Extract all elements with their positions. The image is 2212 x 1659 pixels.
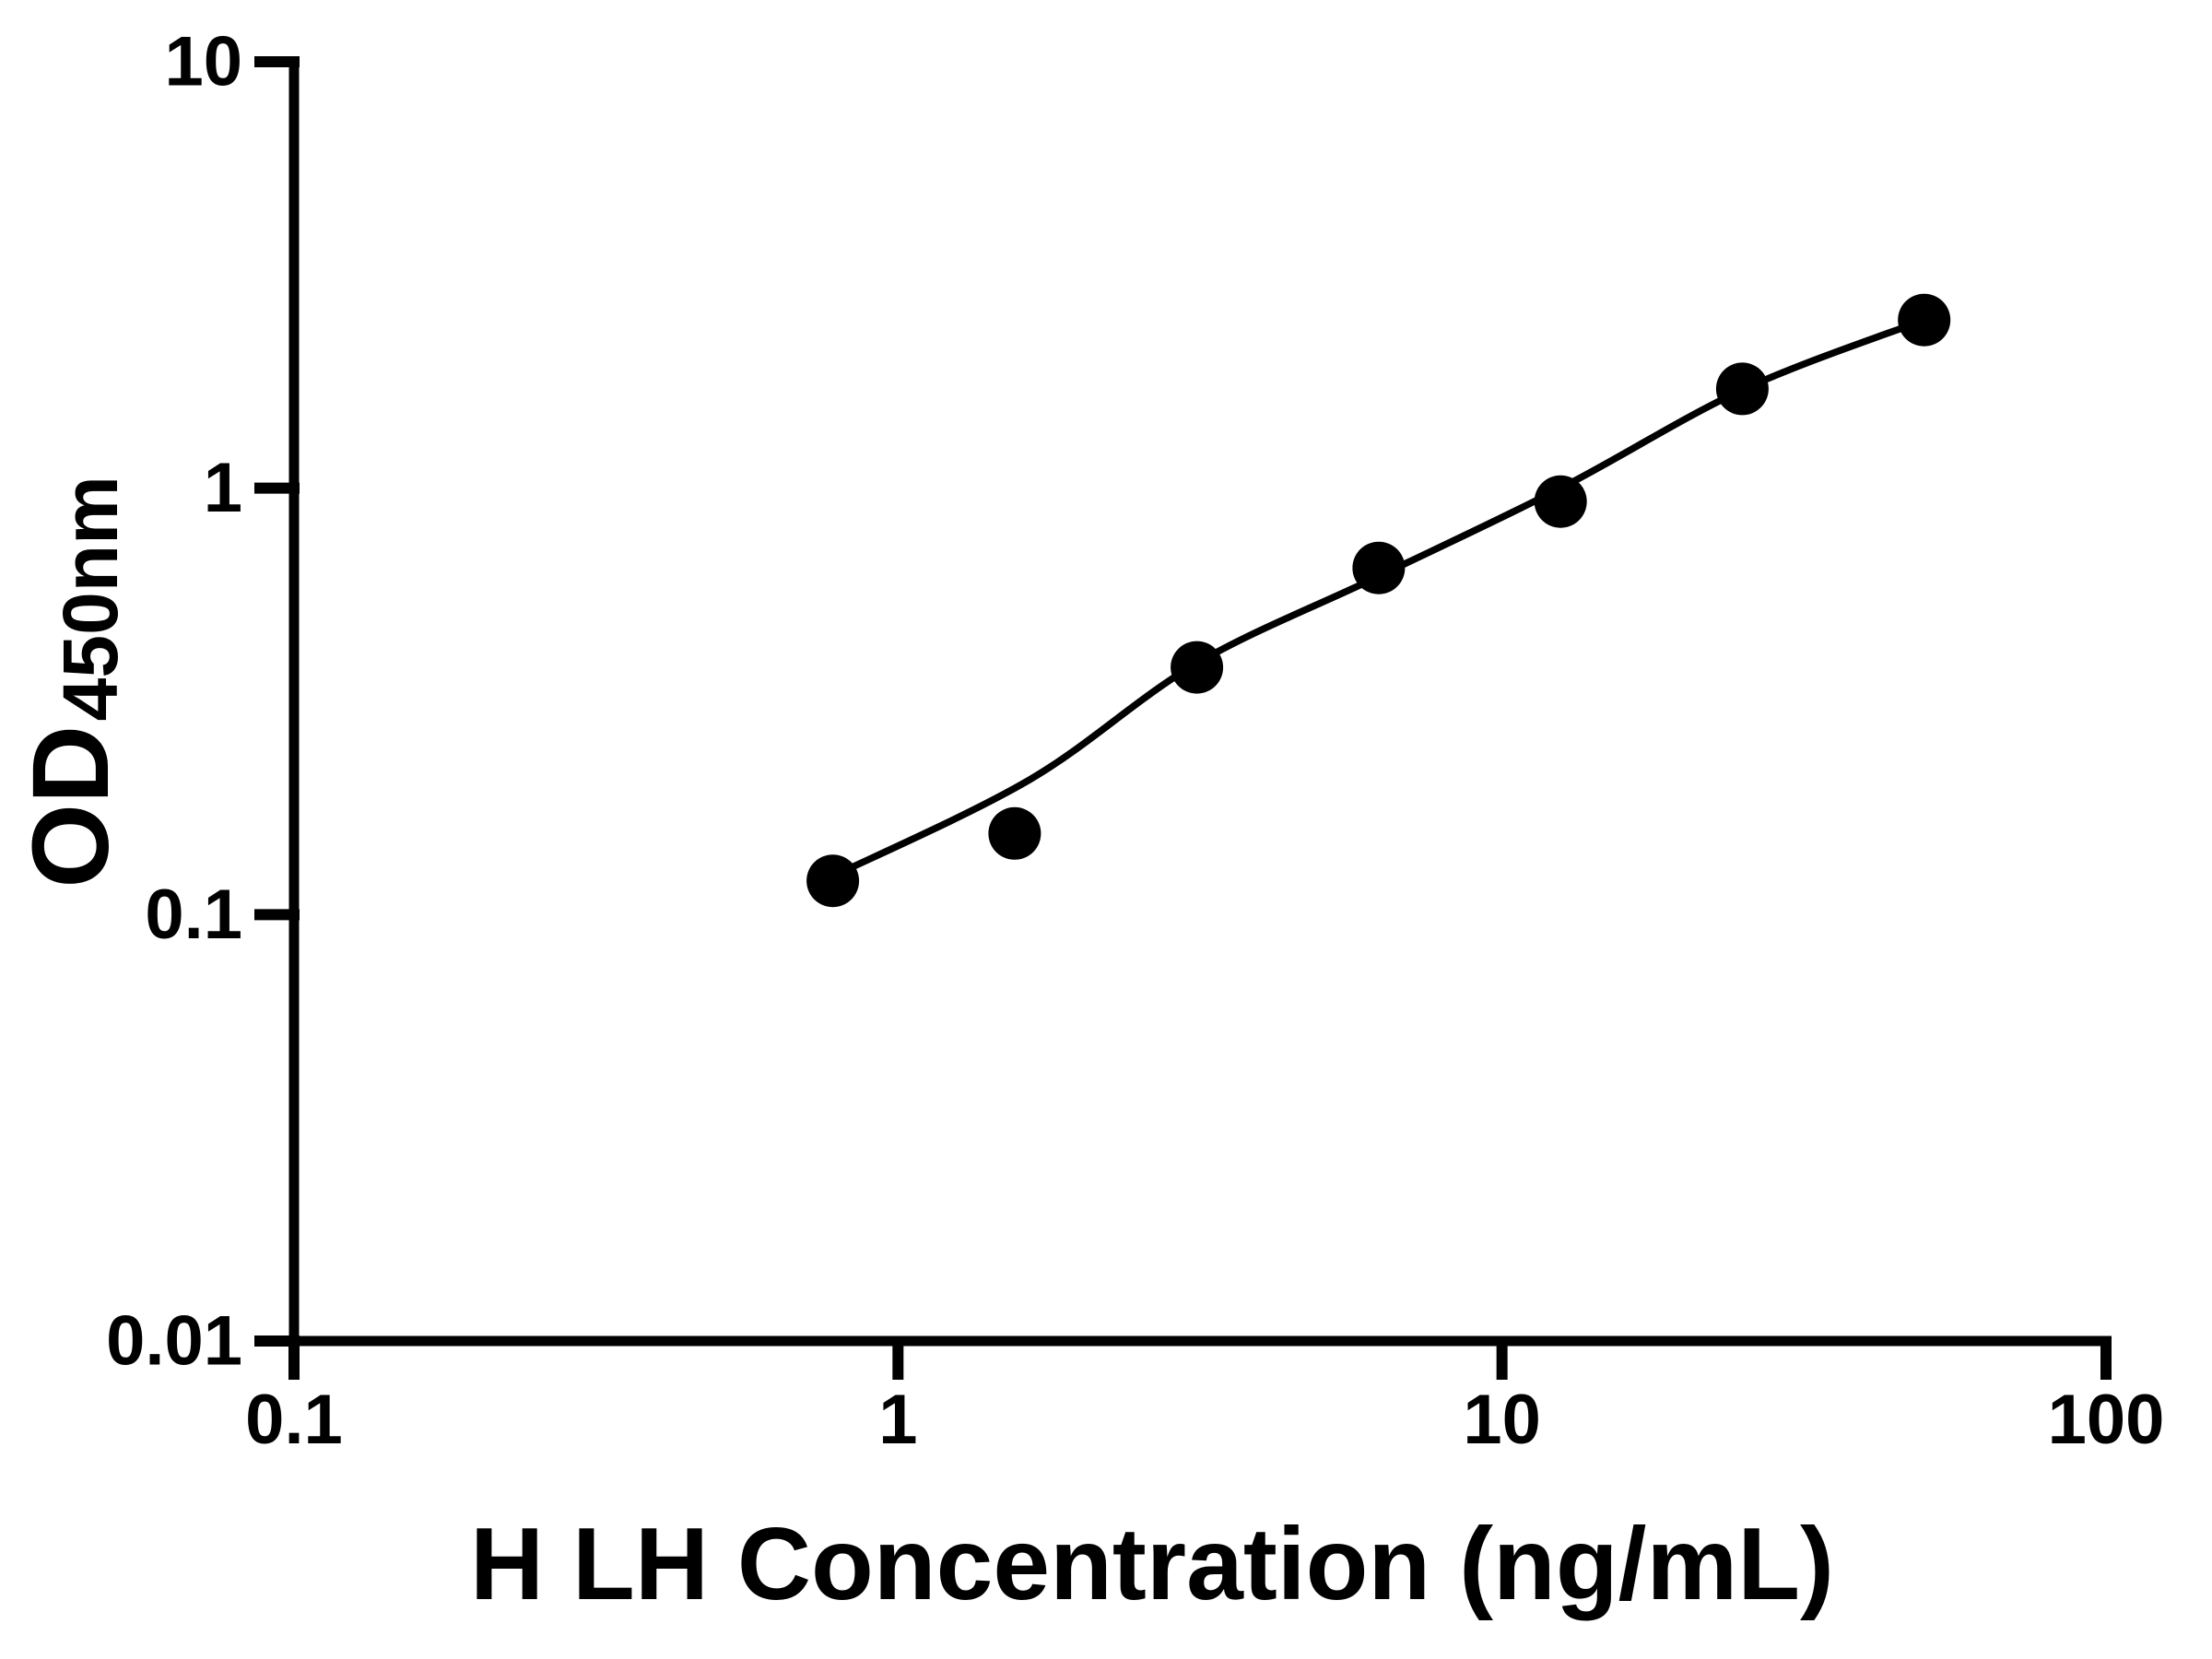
axes <box>288 56 2112 1347</box>
data-point <box>1171 641 1224 694</box>
y-axis-title: OD 450nm <box>10 476 134 888</box>
x-tick-label: 100 <box>2048 1381 2165 1459</box>
y-tick-label: 0.1 <box>145 876 242 954</box>
y-tick-label: 10 <box>164 22 242 100</box>
x-axis-ticks: 0.1 1 10 100 <box>245 1341 2164 1459</box>
data-point <box>1715 362 1769 416</box>
data-point <box>1352 541 1406 594</box>
y-axis-title-main: OD <box>10 725 132 888</box>
y-axis-title-subscript: 450nm <box>47 476 134 721</box>
data-point <box>988 806 1041 860</box>
x-axis-title: H LH Concentration (ng/mL) <box>470 1507 1834 1621</box>
x-tick-label: 0.1 <box>245 1381 343 1459</box>
x-tick-label: 1 <box>878 1381 917 1459</box>
data-point <box>806 854 860 908</box>
data-point <box>1534 475 1587 528</box>
data-point <box>1898 293 1951 347</box>
y-axis-ticks: 10 1 0.1 0.01 <box>106 22 300 1381</box>
y-tick-label: 0.01 <box>106 1302 242 1381</box>
y-tick-label: 1 <box>204 449 242 527</box>
x-tick-label: 10 <box>1463 1381 1541 1459</box>
data-point-layer <box>806 293 1951 908</box>
